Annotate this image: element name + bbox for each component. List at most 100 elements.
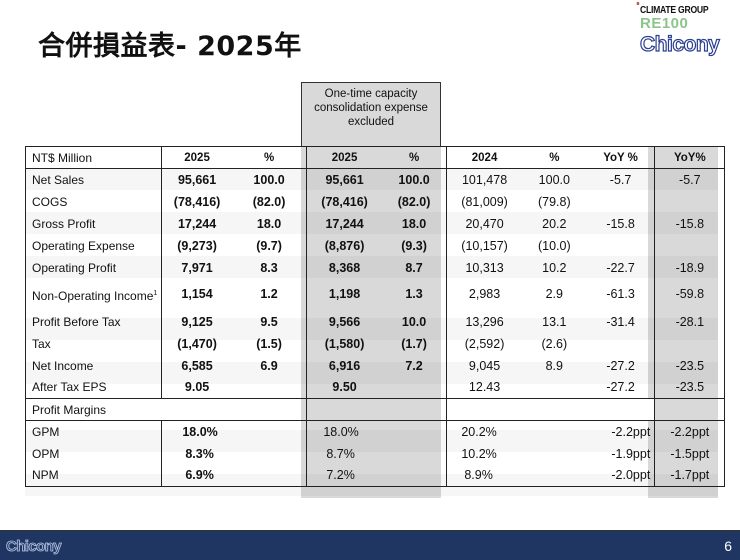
cell-2024: (10,157) [461,238,508,253]
cell-2025: 17,244 [177,216,217,231]
cell-2025-adjusted: (1,580) [324,336,365,351]
cell-2025-pct: 18.0 [231,212,308,235]
cell-2025-pct: 8.3 [231,256,308,279]
header-2025-adjusted: 2025 [306,146,382,169]
cell-2025-adjusted: 8,368 [328,260,361,275]
margin-row: GPM 18.0% 18.0% 20.2% -2.2ppt -2.2ppt [24,420,726,443]
cell-2025-pct [231,376,308,399]
cell-2025-adjusted: 9,566 [328,314,361,329]
cell-2024-pct: 8.9 [545,358,563,373]
cell-2024-pct: 100.0 [538,172,570,187]
cell-2024: 12.43 [468,380,501,395]
cell-2025-pct: (1.5) [231,332,308,355]
cell-2024: (81,009) [461,194,508,209]
table-row: Gross Profit 17,244 18.0 17,244 18.0 20,… [24,212,726,235]
cell-2025-adjusted-pct: 1.3 [381,278,448,311]
footer-bar: Chicony 6 [0,530,740,560]
table-row: Net Sales 95,661 100.0 95,661 100.0 101,… [24,168,726,191]
cell-yoy: -27.2 [586,376,656,399]
cell-yoy-adjusted: -5.7 [654,168,726,191]
margin-label: OPM [24,442,163,465]
margin-2024: 10.2% [461,446,497,461]
income-statement-table: NT$ Million 2025 % 2025 % 2024 % YoY % Y… [24,146,726,487]
cell-yoy [586,190,656,213]
cell-2024: 13,296 [465,314,504,329]
row-label-text: Non-Operating Income [32,288,154,303]
cell-2024: 101,478 [461,172,508,187]
cell-yoy: -61.3 [586,278,656,311]
margin-2025: 18.0% [161,420,308,443]
cell-2025-adjusted: 6,916 [328,358,361,373]
header-unit: NT$ Million [24,146,163,169]
cell-2025: 1,154 [181,287,213,301]
header-2025: 2025 [161,146,232,169]
margin-2025: 6.9% [161,464,308,487]
cell-2024-pct: (2.6) [541,336,568,351]
header-2025-pct: % [231,146,308,169]
margin-yoy: -2.0ppt [586,464,656,487]
row-label: Non-Operating Income1 [24,278,163,311]
cell-yoy-adjusted [654,190,726,213]
note-line-2: consolidation expense [314,102,428,114]
cell-2025-pct: (9.7) [231,234,308,257]
margin-label: GPM [24,420,163,443]
margin-row: NPM 6.9% 7.2% 8.9% -2.0ppt -1.7ppt [24,464,726,487]
cell-yoy [586,332,656,355]
section-spacer [446,398,656,421]
climate-group-logo: CLIMATE GROUP [636,2,718,16]
table-row: Operating Profit 7,971 8.3 8,368 8.7 10,… [24,256,726,279]
cell-2025-adjusted-pct: 18.0 [381,212,448,235]
margin-yoy: -2.2ppt [586,420,656,443]
header-yoy: YoY % [586,146,656,169]
table-row: Non-Operating Income1 1,154 1.2 1,198 1.… [24,278,726,311]
cell-2024-pct: 2.9 [545,287,563,301]
row-label: Profit Before Tax [24,310,163,333]
cell-yoy: -5.7 [586,168,656,191]
cell-2025-pct: 6.9 [231,354,308,377]
header-yoy-adjusted: YoY% [654,146,726,169]
cell-yoy-adjusted: -15.8 [654,212,726,235]
page-title: 合併損益表- 2025年 [38,31,302,62]
cell-2025-adjusted-pct: 7.2 [381,354,448,377]
cell-yoy-adjusted: -59.8 [654,278,726,311]
note-line-1: One-time capacity [324,88,418,100]
cell-2025-adjusted-pct: (82.0) [381,190,448,213]
cell-2025-adjusted-pct [381,376,448,399]
section-spacer [306,398,448,421]
climate-group-text: CLIMATE GROUP [640,4,709,16]
cell-2024: 9,045 [468,358,501,373]
table-row: Net Income 6,585 6.9 6,916 7.2 9,045 8.9… [24,354,726,377]
cell-2025-adjusted: 1,198 [328,287,361,301]
row-label: Net Sales [24,168,163,191]
cell-yoy-adjusted [654,332,726,355]
table-header-row: NT$ Million 2025 % 2025 % 2024 % YoY % Y… [24,146,726,169]
page-number: 6 [724,538,732,554]
cell-2025: 95,661 [177,172,217,187]
cell-2024-pct: 13.1 [542,314,567,329]
logo-group: CLIMATE GROUP RE100 Chicony [636,2,735,56]
cell-2025-pct: 100.0 [231,168,308,191]
cell-2025: 6,585 [181,358,213,373]
cell-yoy: -15.8 [586,212,656,235]
margin-2024: 8.9% [446,464,587,487]
row-label: After Tax EPS [24,376,163,399]
row-label: COGS [24,190,163,213]
row-label: Operating Profit [24,256,163,279]
cell-2025-adjusted: 17,244 [325,216,364,231]
chicony-logo: Chicony [639,33,720,56]
header-2024-pct: % [521,146,587,169]
margin-2025-adjusted: 7.2% [306,464,448,487]
cell-2025: (9,273) [177,238,217,253]
cell-yoy: -27.2 [586,354,656,377]
cell-yoy-adjusted: -23.5 [654,354,726,377]
cell-yoy-adjusted: -28.1 [654,310,726,333]
note-line-3: excluded [347,116,395,128]
cell-2024-pct: 20.2 [542,216,567,231]
cell-2025-pct: (82.0) [231,190,308,213]
cell-yoy [586,234,656,257]
cell-yoy: -31.4 [586,310,656,333]
adjusted-column-note: One-time capacity consolidation expense … [301,82,441,146]
cell-2025-adjusted-pct: 100.0 [381,168,448,191]
cell-yoy: -22.7 [586,256,656,279]
table-row: Operating Expense (9,273) (9.7) (8,876) … [24,234,726,257]
